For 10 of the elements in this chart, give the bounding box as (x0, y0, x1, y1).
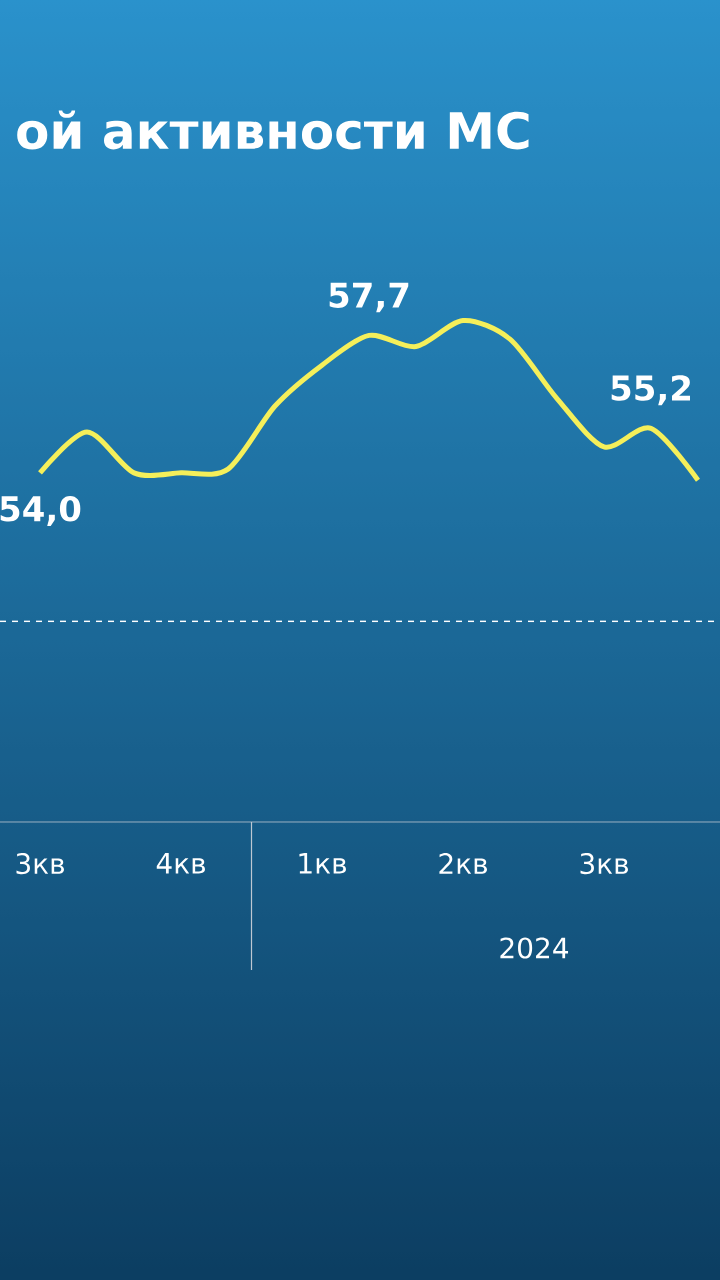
data-label: 55,2 (611, 375, 691, 406)
data-label: 54,0 (0, 495, 81, 526)
data-label: 57,7 (329, 282, 409, 313)
x-tick-label: 3кв (16, 853, 64, 875)
x-tick-label: 4кв (156, 853, 205, 874)
text: 2024 (500, 937, 569, 959)
x-tick-label: 3кв (580, 853, 628, 875)
chart-title: ой активности МС (17, 110, 529, 150)
x-tick-label: 2кв (439, 853, 487, 874)
x-tick-label: 1кв (299, 853, 346, 874)
